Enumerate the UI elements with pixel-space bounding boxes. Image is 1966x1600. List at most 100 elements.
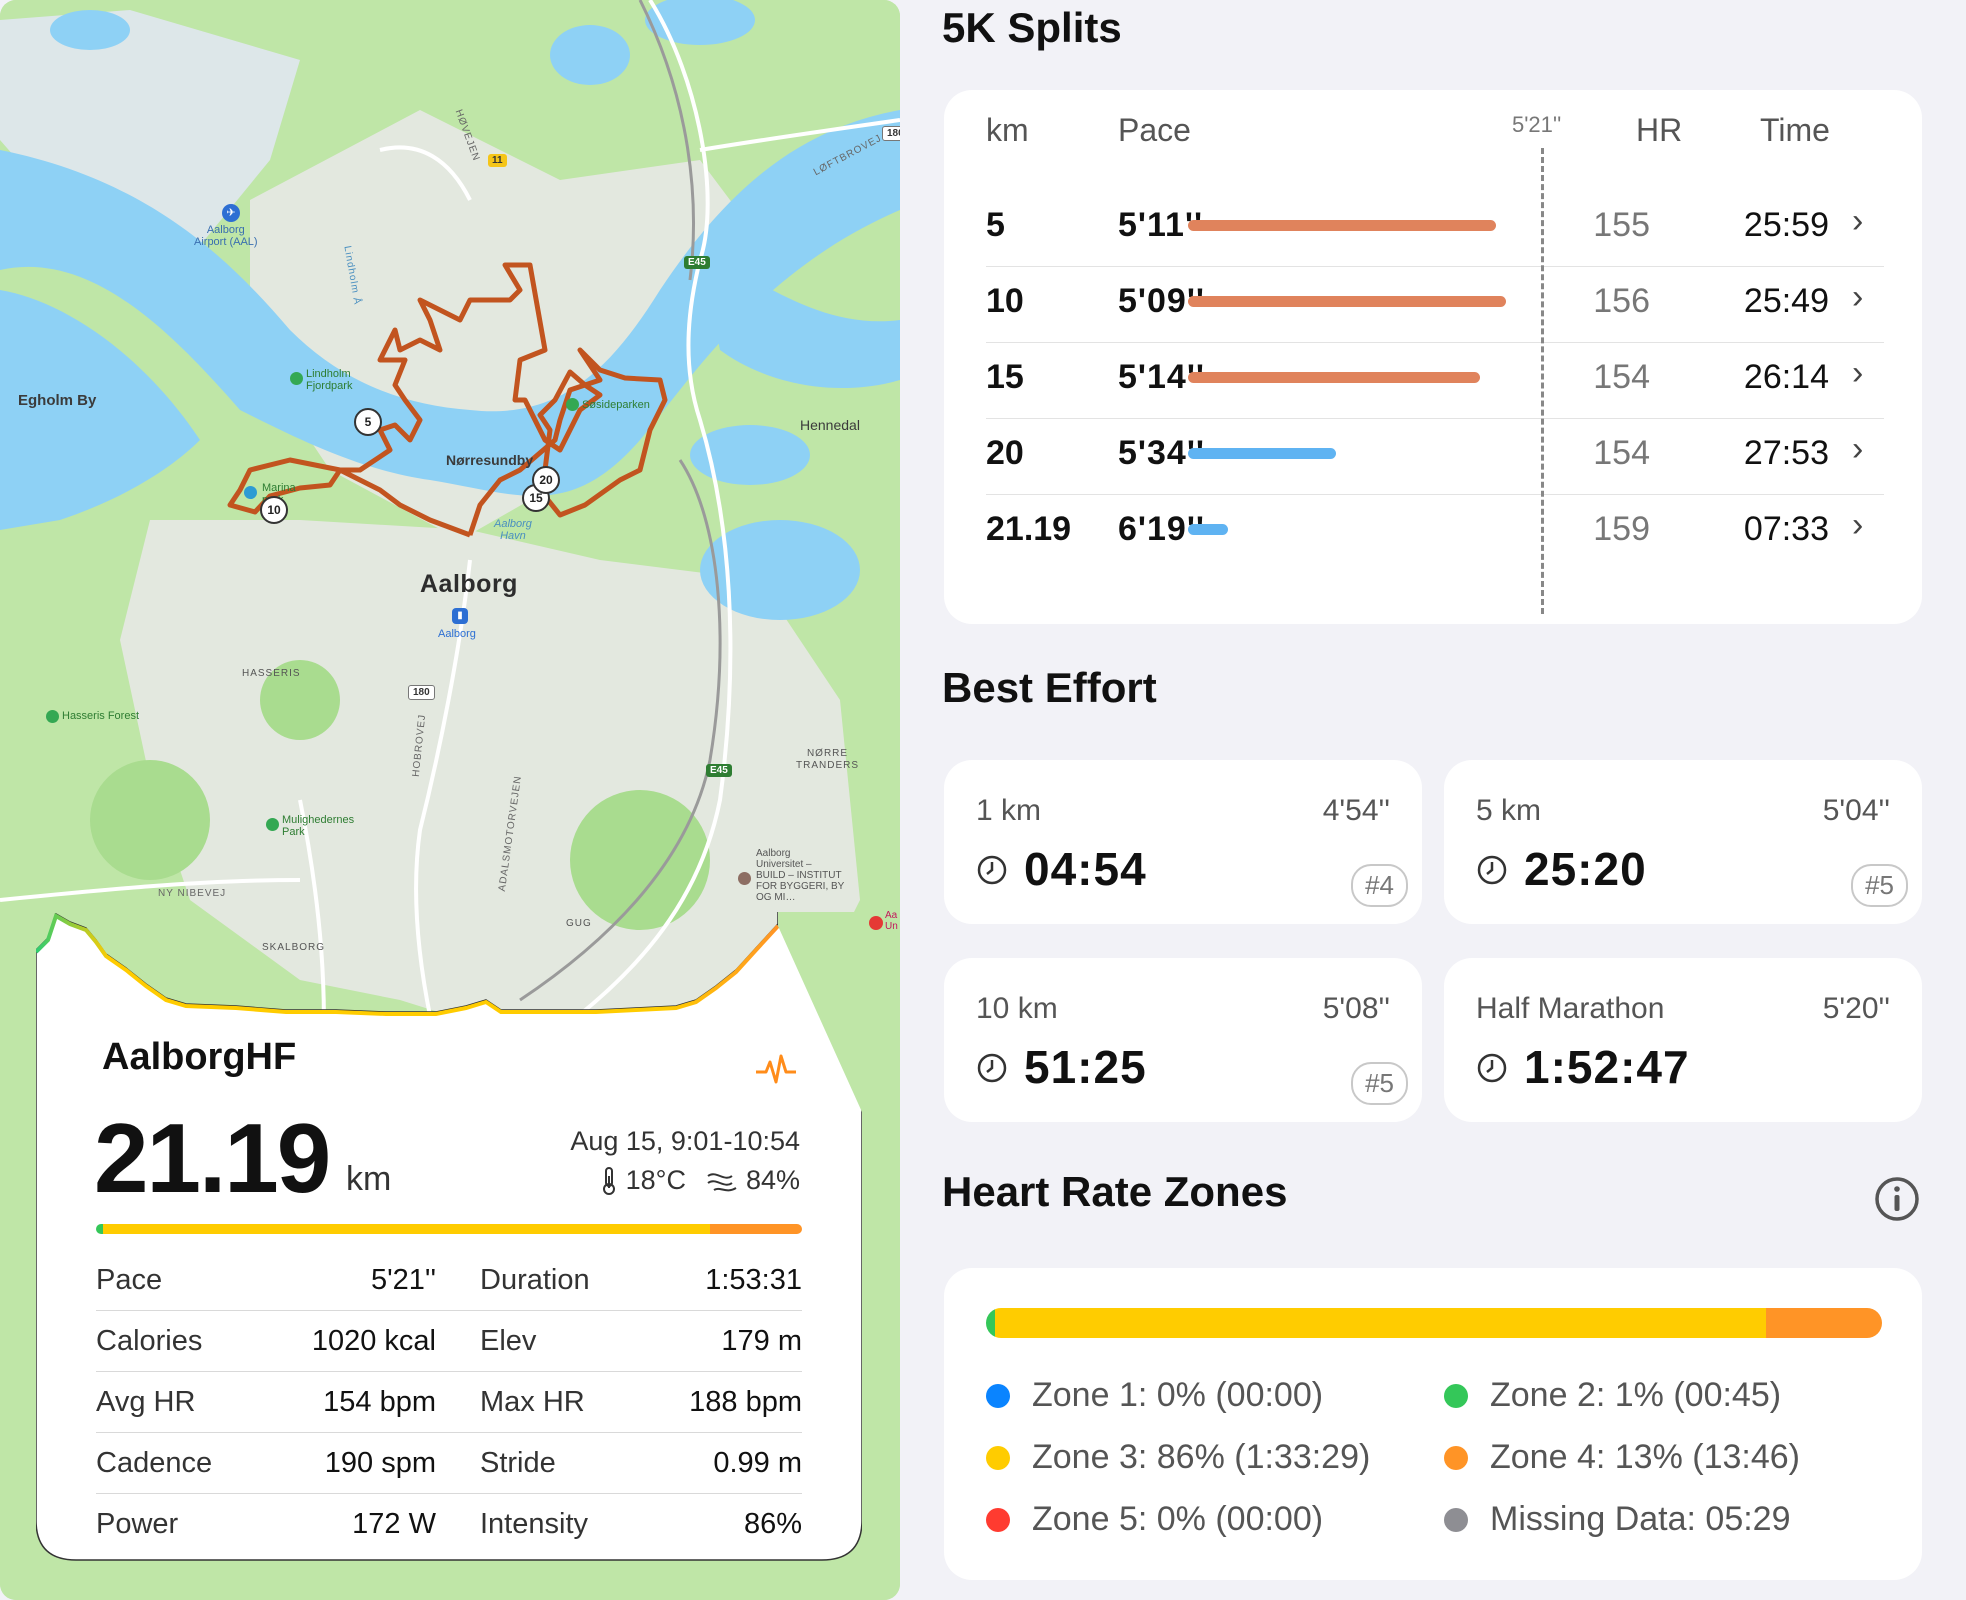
header-hr: HR	[1636, 112, 1683, 148]
stat-value: 5'21''	[371, 1263, 436, 1296]
effort-time: 25:20	[1524, 843, 1647, 895]
split-hr: 156	[1593, 282, 1650, 320]
split-hr: 154	[1593, 434, 1650, 472]
distance-value: 21.19	[94, 1103, 331, 1213]
clock-icon	[1477, 855, 1507, 885]
best-effort-card[interactable]: Half Marathon 5'20'' 1:52:47	[1444, 958, 1922, 1122]
best-effort-card[interactable]: 10 km 5'08'' 51:25 #5	[944, 958, 1422, 1122]
stat-cell: Intensity 86%	[480, 1508, 802, 1541]
stat-label: Intensity	[480, 1507, 588, 1540]
zone-color-dot	[1444, 1383, 1468, 1408]
zone-legend-item: Zone 2: 1% (00:45)	[1444, 1376, 1781, 1415]
zone-color-dot	[986, 1507, 1010, 1532]
water-label-aalborg-havn: Aalborg Havn	[494, 518, 532, 542]
effort-time: 04:54	[1024, 843, 1147, 895]
road-shield-180-top: 180	[882, 126, 900, 141]
split-row[interactable]: 10 5'09'' 156 25:49 ›	[986, 266, 1884, 343]
split-time: 25:49	[1743, 282, 1829, 320]
temperature-value: 18°C	[625, 1165, 686, 1195]
stat-label: Elev	[480, 1324, 537, 1357]
effort-distance: Half Marathon	[1476, 992, 1665, 1025]
park-icon	[46, 710, 59, 723]
stat-row: Calories 1020 kcal Elev 179 m	[96, 1311, 802, 1372]
zone-legend-label: Zone 1: 0% (00:00)	[1032, 1376, 1324, 1414]
chevron-right-icon[interactable]: ›	[1852, 506, 1864, 544]
clock-icon	[977, 1053, 1007, 1083]
best-effort-card[interactable]: 5 km 5'04'' 25:20 #5	[1444, 760, 1922, 924]
heartbeat-icon[interactable]	[754, 1048, 798, 1092]
stat-row: Avg HR 154 bpm Max HR 188 bpm	[96, 1372, 802, 1433]
split-row[interactable]: 15 5'14'' 154 26:14 ›	[986, 342, 1884, 419]
zone-color-dot	[1444, 1507, 1468, 1532]
zone-legend-label: Missing Data: 05:29	[1490, 1500, 1791, 1538]
stat-row: Cadence 190 spm Stride 0.99 m	[96, 1433, 802, 1494]
rank-badge: #4	[1351, 864, 1408, 907]
stat-value: 86%	[743, 1507, 802, 1540]
zone-legend-item: Zone 3: 86% (1:33:29)	[986, 1438, 1370, 1477]
zone-color-dot	[986, 1383, 1010, 1408]
clock-icon	[1477, 1053, 1507, 1083]
effort-distance: 1 km	[976, 794, 1042, 827]
zone-legend-item: Zone 5: 0% (00:00)	[986, 1500, 1323, 1539]
park-icon	[290, 372, 303, 385]
split-hr: 155	[1593, 206, 1650, 244]
elevation-profile-card-shape	[36, 912, 862, 1561]
chevron-right-icon[interactable]: ›	[1852, 202, 1864, 240]
chevron-right-icon[interactable]: ›	[1852, 278, 1864, 316]
stat-value: 188 bpm	[689, 1385, 802, 1418]
header-pace: Pace	[1118, 112, 1191, 148]
split-km: 5	[986, 206, 1005, 244]
split-row[interactable]: 20 5'34'' 154 27:53 ›	[986, 418, 1884, 495]
zone-legend-item: Missing Data: 05:29	[1444, 1500, 1791, 1539]
place-label-norre-tranders: NØRRE TRANDERS	[796, 748, 860, 771]
route-map[interactable]: Aalborg Nørresundby Egholm By Hennedal H…	[0, 0, 900, 1600]
zone-legend-label: Zone 3: 86% (1:33:29)	[1032, 1438, 1371, 1476]
place-label-gug: GUG	[566, 918, 592, 929]
city-label-aalborg: Aalborg	[420, 570, 518, 598]
zone-color-dot	[1444, 1445, 1468, 1470]
stat-cell: Avg HR 154 bpm	[96, 1386, 436, 1419]
thermometer-icon	[602, 1166, 615, 1195]
workout-summary-card[interactable]: AalborgHF 21.19 km Aug 15, 9:01-10:54 18…	[36, 912, 862, 1562]
weather-row: 18°C 84%	[598, 1165, 800, 1196]
zone-legend-item: Zone 4: 13% (13:46)	[1444, 1438, 1800, 1477]
poi-label-airport: Aalborg Airport (AAL)	[194, 224, 258, 248]
zone-legend-item: Zone 1: 0% (00:00)	[986, 1376, 1323, 1415]
split-time: 25:59	[1743, 206, 1829, 244]
place-label-hennedal: Hennedal	[800, 417, 860, 433]
split-row[interactable]: 21.19 6'19'' 159 07:33 ›	[986, 494, 1884, 570]
zone-legend-label: Zone 4: 13% (13:46)	[1490, 1438, 1800, 1476]
stat-cell: Max HR 188 bpm	[480, 1386, 802, 1419]
header-time: Time	[1760, 112, 1830, 148]
split-time: 07:33	[1743, 510, 1829, 548]
split-row[interactable]: 5 5'11'' 155 25:59 ›	[986, 190, 1884, 267]
chevron-right-icon[interactable]: ›	[1852, 354, 1864, 392]
chevron-right-icon[interactable]: ›	[1852, 430, 1864, 468]
city-label-norresundby: Nørresundby	[446, 452, 534, 468]
stat-label: Pace	[96, 1263, 163, 1296]
clock-icon	[977, 855, 1007, 885]
km-marker-20[interactable]: 20	[532, 466, 560, 494]
road-shield-e45-top: E45	[684, 256, 710, 269]
best-effort-title: Best Effort	[942, 664, 1157, 711]
stat-value: 1020 kcal	[311, 1324, 436, 1357]
stat-cell: Pace 5'21''	[96, 1264, 436, 1297]
average-pace-line	[1541, 148, 1544, 614]
workout-date-range: Aug 15, 9:01-10:54	[570, 1126, 800, 1156]
info-icon[interactable]	[1874, 1176, 1920, 1222]
stat-value: 190 spm	[324, 1446, 436, 1479]
best-effort-card[interactable]: 1 km 4'54'' 04:54 #4	[944, 760, 1422, 924]
poi-label-university: Aalborg Universitet – BUILD – INSTITUT F…	[756, 848, 845, 903]
stat-cell: Calories 1020 kcal	[96, 1325, 436, 1358]
poi-label-lindholm-fjordpark: Lindholm Fjordpark	[306, 368, 353, 392]
split-km: 21.19	[986, 510, 1072, 548]
km-marker-10[interactable]: 10	[260, 496, 288, 524]
split-km: 10	[986, 282, 1024, 320]
splits-header: km Pace HR Time	[944, 90, 1922, 180]
split-km: 15	[986, 358, 1024, 396]
split-hr: 154	[1593, 358, 1650, 396]
station-label-aalborg: Aalborg	[438, 628, 476, 640]
stat-label: Avg HR	[96, 1385, 196, 1418]
km-marker-5[interactable]: 5	[354, 408, 382, 436]
map-canvas[interactable]	[0, 0, 900, 1600]
